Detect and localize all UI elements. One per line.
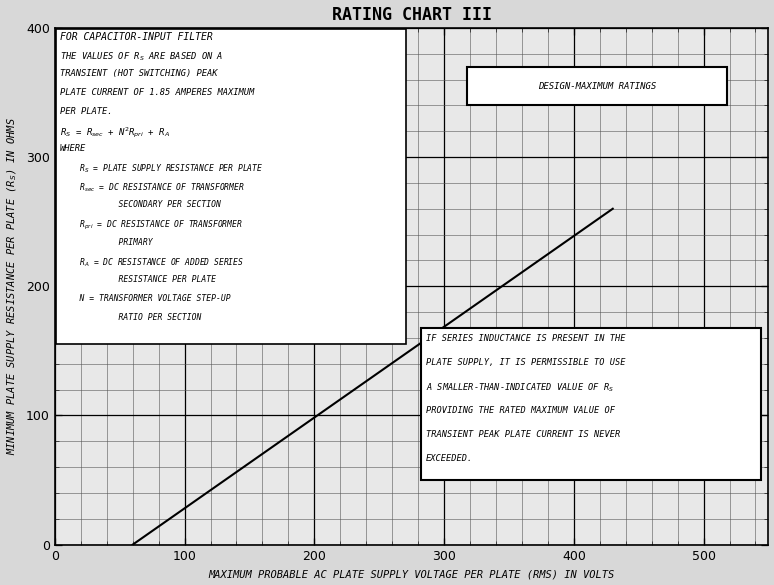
Text: WHERE: WHERE (60, 144, 86, 153)
Text: R$_{pri}$ = DC RESISTANCE OF TRANSFORMER: R$_{pri}$ = DC RESISTANCE OF TRANSFORMER (60, 219, 243, 232)
Text: PROVIDING THE RATED MAXIMUM VALUE OF: PROVIDING THE RATED MAXIMUM VALUE OF (426, 406, 615, 415)
Text: A SMALLER-THAN-INDICATED VALUE OF R$_S$: A SMALLER-THAN-INDICATED VALUE OF R$_S$ (426, 382, 614, 394)
Title: RATING CHART III: RATING CHART III (331, 5, 491, 23)
Text: R$_S$ = R$_{sec}$ + N$^2$R$_{pri}$ + R$_A$: R$_S$ = R$_{sec}$ + N$^2$R$_{pri}$ + R$_… (60, 125, 170, 140)
Text: R$_{sec}$ = DC RESISTANCE OF TRANSFORMER: R$_{sec}$ = DC RESISTANCE OF TRANSFORMER (60, 181, 245, 194)
FancyBboxPatch shape (467, 67, 727, 105)
Text: PER PLATE.: PER PLATE. (60, 106, 112, 116)
Text: IF SERIES INDUCTANCE IS PRESENT IN THE: IF SERIES INDUCTANCE IS PRESENT IN THE (426, 334, 625, 343)
Text: THE VALUES OF R$_S$ ARE BASED ON A: THE VALUES OF R$_S$ ARE BASED ON A (60, 50, 224, 63)
Text: SECONDARY PER SECTION: SECONDARY PER SECTION (60, 200, 221, 209)
FancyBboxPatch shape (421, 328, 761, 480)
Text: N = TRANSFORMER VOLTAGE STEP-UP: N = TRANSFORMER VOLTAGE STEP-UP (60, 294, 231, 303)
Text: FOR CAPACITOR-INPUT FILTER: FOR CAPACITOR-INPUT FILTER (60, 32, 213, 42)
Y-axis label: MINIMUM PLATE SUPPLY RESISTANCE PER PLATE (R$_S$) IN OHMS: MINIMUM PLATE SUPPLY RESISTANCE PER PLAT… (5, 118, 19, 455)
Text: DESIGN-MAXIMUM RATINGS: DESIGN-MAXIMUM RATINGS (538, 81, 656, 91)
Text: PLATE SUPPLY, IT IS PERMISSIBLE TO USE: PLATE SUPPLY, IT IS PERMISSIBLE TO USE (426, 358, 625, 367)
Text: PRIMARY: PRIMARY (60, 238, 152, 247)
Text: TRANSIENT PEAK PLATE CURRENT IS NEVER: TRANSIENT PEAK PLATE CURRENT IS NEVER (426, 429, 620, 439)
Text: RATIO PER SECTION: RATIO PER SECTION (60, 313, 201, 322)
FancyBboxPatch shape (57, 29, 406, 345)
Text: TRANSIENT (HOT SWITCHING) PEAK: TRANSIENT (HOT SWITCHING) PEAK (60, 69, 217, 78)
Text: EXCEEDED.: EXCEEDED. (426, 453, 473, 463)
Text: RESISTANCE PER PLATE: RESISTANCE PER PLATE (60, 276, 216, 284)
Text: R$_S$ = PLATE SUPPLY RESISTANCE PER PLATE: R$_S$ = PLATE SUPPLY RESISTANCE PER PLAT… (60, 163, 263, 176)
Text: PLATE CURRENT OF 1.85 AMPERES MAXIMUM: PLATE CURRENT OF 1.85 AMPERES MAXIMUM (60, 88, 255, 97)
X-axis label: MAXIMUM PROBABLE AC PLATE SUPPLY VOLTAGE PER PLATE (RMS) IN VOLTS: MAXIMUM PROBABLE AC PLATE SUPPLY VOLTAGE… (208, 569, 615, 580)
Text: R$_A$ = DC RESISTANCE OF ADDED SERIES: R$_A$ = DC RESISTANCE OF ADDED SERIES (60, 257, 244, 269)
